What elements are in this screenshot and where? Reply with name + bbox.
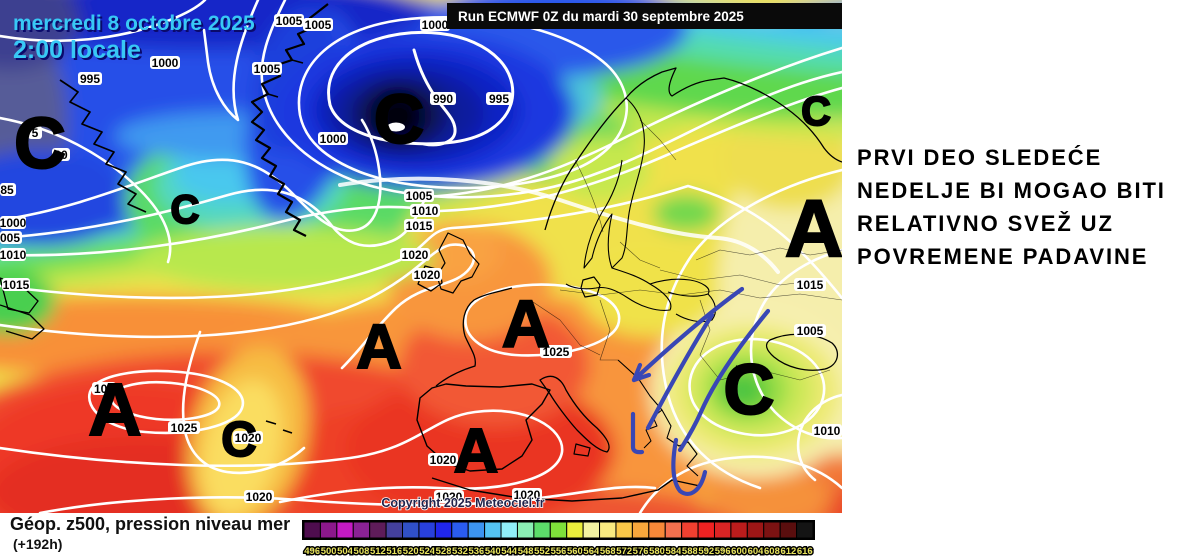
svg-text:544: 544 <box>501 546 518 557</box>
svg-text:1000: 1000 <box>152 56 179 70</box>
svg-text:1000: 1000 <box>422 18 449 32</box>
svg-text:576: 576 <box>633 546 649 557</box>
svg-text:A: A <box>88 368 141 451</box>
svg-text:1015: 1015 <box>3 278 30 292</box>
svg-text:556: 556 <box>551 546 567 557</box>
svg-text:528: 528 <box>436 546 452 557</box>
svg-text:C: C <box>801 88 831 134</box>
svg-text:990: 990 <box>433 92 453 106</box>
svg-text:592: 592 <box>698 546 714 557</box>
svg-text:mercredi 8 octobre 2025: mercredi 8 octobre 2025 <box>13 12 255 35</box>
svg-text:1010: 1010 <box>814 424 841 438</box>
svg-text:C: C <box>14 104 66 184</box>
svg-text:616: 616 <box>797 546 813 557</box>
svg-text:564: 564 <box>583 546 600 557</box>
svg-text:A: A <box>356 312 402 382</box>
svg-text:A: A <box>454 417 499 486</box>
svg-text:C: C <box>723 351 774 430</box>
svg-text:568: 568 <box>600 546 616 557</box>
svg-text:1025: 1025 <box>171 421 198 435</box>
svg-text:1015: 1015 <box>406 219 433 233</box>
svg-text:612: 612 <box>780 546 796 557</box>
svg-text:532: 532 <box>452 546 468 557</box>
svg-text:1000: 1000 <box>320 132 347 146</box>
svg-text:524: 524 <box>419 546 436 557</box>
svg-text:540: 540 <box>485 546 501 557</box>
svg-text:1005: 1005 <box>797 324 824 338</box>
svg-text:536: 536 <box>468 546 484 557</box>
svg-text:500: 500 <box>321 546 337 557</box>
svg-text:572: 572 <box>616 546 632 557</box>
svg-text:005: 005 <box>0 231 20 245</box>
svg-text:516: 516 <box>386 546 402 557</box>
svg-text:608: 608 <box>764 546 780 557</box>
svg-text:85: 85 <box>0 183 14 197</box>
svg-text:496: 496 <box>304 546 320 557</box>
svg-text:584: 584 <box>666 546 683 557</box>
svg-text:552: 552 <box>534 546 550 557</box>
svg-text:C: C <box>221 413 256 467</box>
svg-text:588: 588 <box>682 546 698 557</box>
svg-text:1020: 1020 <box>430 453 457 467</box>
svg-text:1005: 1005 <box>276 14 303 28</box>
svg-text:1000: 1000 <box>0 216 27 230</box>
svg-text:995: 995 <box>489 92 509 106</box>
svg-text:512: 512 <box>370 546 386 557</box>
svg-text:103: 103 <box>94 382 114 396</box>
svg-text:604: 604 <box>748 546 765 557</box>
svg-text:2:00 locale: 2:00 locale <box>13 36 141 64</box>
svg-text:C: C <box>171 188 200 232</box>
svg-text:596: 596 <box>715 546 731 557</box>
svg-text:548: 548 <box>518 546 534 557</box>
svg-text:1020: 1020 <box>436 490 463 504</box>
svg-text:1020: 1020 <box>414 268 441 282</box>
svg-text:Copyright 2025 Meteociel.fr: Copyright 2025 Meteociel.fr <box>381 496 544 510</box>
svg-text:504: 504 <box>337 546 354 557</box>
svg-text:1020: 1020 <box>514 488 541 502</box>
svg-text:1005: 1005 <box>254 62 281 76</box>
svg-text:00: 00 <box>54 148 68 162</box>
svg-text:1020: 1020 <box>402 248 429 262</box>
svg-text:C: C <box>374 80 425 158</box>
svg-text:1005: 1005 <box>305 18 332 32</box>
svg-text:1025: 1025 <box>543 345 570 359</box>
svg-text:Run ECMWF 0Z du mardi 30 septe: Run ECMWF 0Z du mardi 30 septembre 2025 <box>458 9 744 24</box>
svg-text:580: 580 <box>649 546 665 557</box>
svg-text:1020: 1020 <box>235 431 262 445</box>
svg-text:995: 995 <box>80 72 100 86</box>
svg-text:A: A <box>502 287 550 362</box>
svg-text:1010: 1010 <box>0 248 27 262</box>
svg-text:600: 600 <box>731 546 747 557</box>
svg-text:1015: 1015 <box>797 278 824 292</box>
svg-text:5: 5 <box>32 126 39 140</box>
svg-text:1005: 1005 <box>406 189 433 203</box>
svg-text:A: A <box>785 184 842 274</box>
svg-text:1010: 1010 <box>412 204 439 218</box>
svg-text:1020: 1020 <box>246 490 273 504</box>
svg-text:560: 560 <box>567 546 583 557</box>
svg-text:520: 520 <box>403 546 419 557</box>
svg-text:508: 508 <box>354 546 370 557</box>
